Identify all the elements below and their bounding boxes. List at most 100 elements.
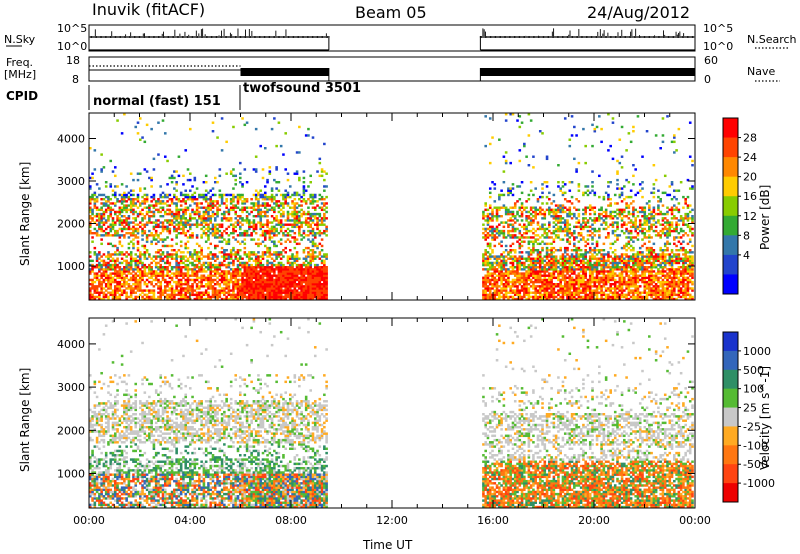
heatmap-cell — [275, 292, 278, 294]
heatmap-cell — [203, 292, 206, 294]
heatmap-cell — [169, 177, 172, 179]
heatmap-cell — [548, 283, 551, 285]
heatmap-cell — [153, 296, 156, 298]
heatmap-cell — [528, 211, 531, 213]
heatmap-cell — [316, 232, 319, 234]
heatmap-cell — [496, 232, 499, 234]
heatmap-cell — [305, 202, 308, 204]
heatmap-cell — [280, 258, 283, 260]
heatmap-cell — [194, 294, 197, 296]
heatmap-cell — [266, 277, 269, 279]
heatmap-cell — [96, 289, 99, 291]
heatmap-cell — [257, 294, 260, 296]
heatmap-cell — [107, 215, 110, 217]
heatmap-cell — [250, 281, 253, 283]
heatmap-cell — [266, 179, 269, 181]
heatmap-cell — [262, 287, 265, 289]
heatmap-cell — [316, 272, 319, 274]
heatmap-cell — [153, 226, 156, 228]
heatmap-cell — [566, 262, 569, 264]
heatmap-cell — [482, 277, 485, 279]
heatmap-cell — [314, 245, 317, 247]
heatmap-cell — [319, 234, 322, 236]
heatmap-cell — [273, 179, 276, 181]
heatmap-cell — [196, 292, 199, 294]
heatmap-cell — [548, 249, 551, 251]
heatmap-cell — [189, 287, 192, 289]
heatmap-cell — [300, 283, 303, 285]
heatmap-cell — [123, 234, 126, 236]
heatmap-cell — [182, 228, 185, 230]
heatmap-cell — [273, 241, 276, 243]
heatmap-cell — [189, 215, 192, 217]
heatmap-cell — [319, 289, 322, 291]
heatmap-cell — [325, 292, 328, 294]
heatmap-cell — [300, 285, 303, 287]
heatmap-cell — [298, 232, 301, 234]
heatmap-cell — [489, 192, 492, 194]
heatmap-cell — [223, 277, 226, 279]
heatmap-cell — [194, 251, 197, 253]
heatmap-cell — [98, 285, 101, 287]
heatmap-cell — [307, 268, 310, 270]
heatmap-cell — [221, 281, 224, 283]
heatmap-cell — [219, 226, 222, 228]
heatmap-cell — [159, 253, 162, 255]
heatmap-cell — [169, 277, 172, 279]
heatmap-cell — [505, 292, 508, 294]
heatmap-cell — [130, 262, 133, 264]
heatmap-cell — [98, 281, 101, 283]
heatmap-cell — [209, 217, 212, 219]
heatmap-cell — [169, 198, 172, 200]
heatmap-cell — [300, 268, 303, 270]
heatmap-cell — [271, 200, 274, 202]
heatmap-cell — [316, 268, 319, 270]
heatmap-cell — [189, 224, 192, 226]
heatmap-cell — [191, 217, 194, 219]
heatmap-cell — [241, 211, 244, 213]
heatmap-cell — [96, 183, 99, 185]
heatmap-cell — [200, 202, 203, 204]
heatmap-cell — [489, 258, 492, 260]
heatmap-cell — [225, 285, 228, 287]
heatmap-cell — [191, 209, 194, 211]
heatmap-cell — [307, 211, 310, 213]
heatmap-cell — [266, 202, 269, 204]
heatmap-cell — [184, 275, 187, 277]
heatmap-cell — [159, 211, 162, 213]
heatmap-cell — [559, 272, 562, 274]
heatmap-cell — [184, 243, 187, 245]
heatmap-cell — [541, 187, 544, 189]
heatmap-cell — [484, 219, 487, 221]
heatmap-cell — [534, 277, 537, 279]
heatmap-cell — [100, 221, 103, 223]
heatmap-cell — [132, 221, 135, 223]
heatmap-cell — [321, 168, 324, 170]
heatmap-cell — [284, 266, 287, 268]
heatmap-cell — [303, 296, 306, 298]
heatmap-cell — [244, 281, 247, 283]
heatmap-cell — [294, 232, 297, 234]
heatmap-cell — [559, 238, 562, 240]
heatmap-cell — [498, 285, 501, 287]
heatmap-cell — [96, 209, 99, 211]
heatmap-cell — [257, 258, 260, 260]
heatmap-cell — [278, 262, 281, 264]
heatmap-cell — [530, 221, 533, 223]
heatmap-cell — [282, 268, 285, 270]
heatmap-cell — [250, 279, 253, 281]
heatmap-cell — [250, 211, 253, 213]
heatmap-cell — [248, 266, 251, 268]
heatmap-cell — [491, 226, 494, 228]
heatmap-cell — [571, 232, 574, 234]
heatmap-cell — [234, 217, 237, 219]
heatmap-cell — [541, 247, 544, 249]
heatmap-cell — [123, 279, 126, 281]
heatmap-cell — [144, 281, 147, 283]
heatmap-cell — [109, 185, 112, 187]
heatmap-cell — [103, 213, 106, 215]
heatmap-cell — [219, 292, 222, 294]
heatmap-cell — [566, 266, 569, 268]
heatmap-cell — [96, 292, 99, 294]
heatmap-cell — [232, 264, 235, 266]
